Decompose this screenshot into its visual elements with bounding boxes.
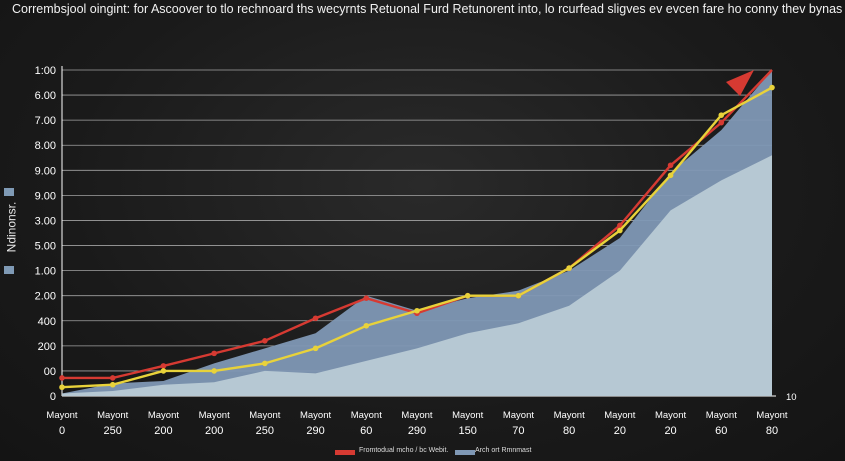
point-yellow [515, 292, 522, 299]
point-yellow [109, 381, 116, 388]
x-tick-label-bottom: 150 [459, 425, 477, 437]
point-red [617, 222, 623, 229]
right-annotation: 10 [786, 392, 797, 403]
point-red [59, 375, 65, 381]
arrowhead-icon [726, 70, 754, 96]
point-red [667, 162, 674, 169]
point-red [262, 338, 268, 344]
x-tick-label-top: Mayont [401, 410, 433, 421]
point-red [160, 363, 167, 369]
x-tick-label-top: Mayont [300, 410, 332, 421]
point-yellow [718, 112, 725, 118]
x-tick-label-top: Mayont [655, 410, 687, 421]
y-tick-label: 5.00 [35, 241, 56, 253]
point-yellow [312, 345, 319, 352]
x-tick-label-bottom: 60 [360, 425, 372, 437]
x-tick-label-top: Mayont [756, 410, 788, 421]
y-tick-label: 6.00 [35, 90, 56, 102]
y-tick-label: 2.00 [35, 291, 56, 303]
point-red [363, 295, 370, 302]
legend-swatch-blue [455, 450, 475, 455]
x-tick-label-top: Mayont [554, 410, 586, 421]
x-tick-label-top: Mayont [199, 410, 231, 421]
x-tick-label-bottom: 250 [256, 425, 274, 437]
point-yellow [211, 368, 217, 374]
y-tick-label: 200 [38, 341, 56, 353]
point-yellow [667, 172, 674, 179]
x-tick-label-bottom: 0 [59, 425, 65, 437]
point-yellow [59, 384, 65, 391]
y-tick-label: 0 [50, 391, 56, 403]
y-tick-label: 8.00 [35, 140, 56, 152]
point-red [109, 375, 116, 381]
x-tick-label-bottom: 60 [715, 425, 727, 437]
ylabel-marker-icon [4, 188, 14, 196]
chart-title: Corrembsjool oingint: for Ascoover to tl… [12, 2, 842, 16]
ylabel-marker-icon [4, 266, 14, 274]
x-tick-label-top: Mayont [351, 410, 383, 421]
point-red [312, 315, 319, 322]
x-tick-label-top: Mayont [97, 410, 129, 421]
y-tick-label: 9.00 [35, 190, 56, 202]
x-tick-label-bottom: 250 [104, 425, 122, 437]
x-tick-label-top: Mayont [452, 410, 484, 421]
x-tick-label-top: Mayont [706, 410, 738, 421]
x-tick-label-top: Mayont [148, 410, 180, 421]
y-tick-label: 1.00 [35, 266, 56, 278]
y-tick-label: 1:00 [35, 65, 56, 77]
point-yellow [160, 368, 167, 374]
point-yellow [414, 307, 420, 314]
y-tick-label: 7.00 [35, 115, 56, 127]
point-yellow [464, 292, 471, 299]
area-light-area [62, 155, 772, 396]
x-tick-label-bottom: 80 [766, 425, 778, 437]
point-red [211, 350, 217, 357]
x-tick-label-bottom: 70 [512, 425, 524, 437]
point-yellow [363, 322, 370, 329]
y-tick-label: 00 [44, 366, 56, 378]
point-yellow [566, 265, 572, 271]
x-tick-label-bottom: 20 [614, 425, 626, 437]
point-yellow [262, 360, 268, 367]
x-tick-label-top: Mayont [249, 410, 281, 421]
x-tick-label-top: Mayont [503, 410, 535, 421]
x-tick-label-bottom: 80 [563, 425, 575, 437]
y-tick-label: 3.00 [35, 215, 56, 227]
point-red [718, 119, 725, 126]
x-tick-label-bottom: 290 [408, 425, 426, 437]
x-tick-label-bottom: 200 [205, 425, 223, 437]
x-tick-label-bottom: 290 [306, 425, 324, 437]
x-tick-label-top: Mayont [46, 410, 78, 421]
legend-label: Fromtodual mcho / bc Webit. [359, 447, 449, 454]
point-yellow [769, 84, 775, 91]
legend-swatch-red [335, 450, 355, 455]
point-yellow [617, 227, 623, 234]
legend-label: Arch ort Rmnmast [475, 447, 532, 454]
y-tick-label: 9.00 [35, 165, 56, 177]
x-tick-label-bottom: 20 [664, 425, 676, 437]
y-tick-label: 400 [38, 316, 56, 328]
x-tick-label-top: Mayont [604, 410, 636, 421]
x-tick-label-bottom: 200 [154, 425, 172, 437]
